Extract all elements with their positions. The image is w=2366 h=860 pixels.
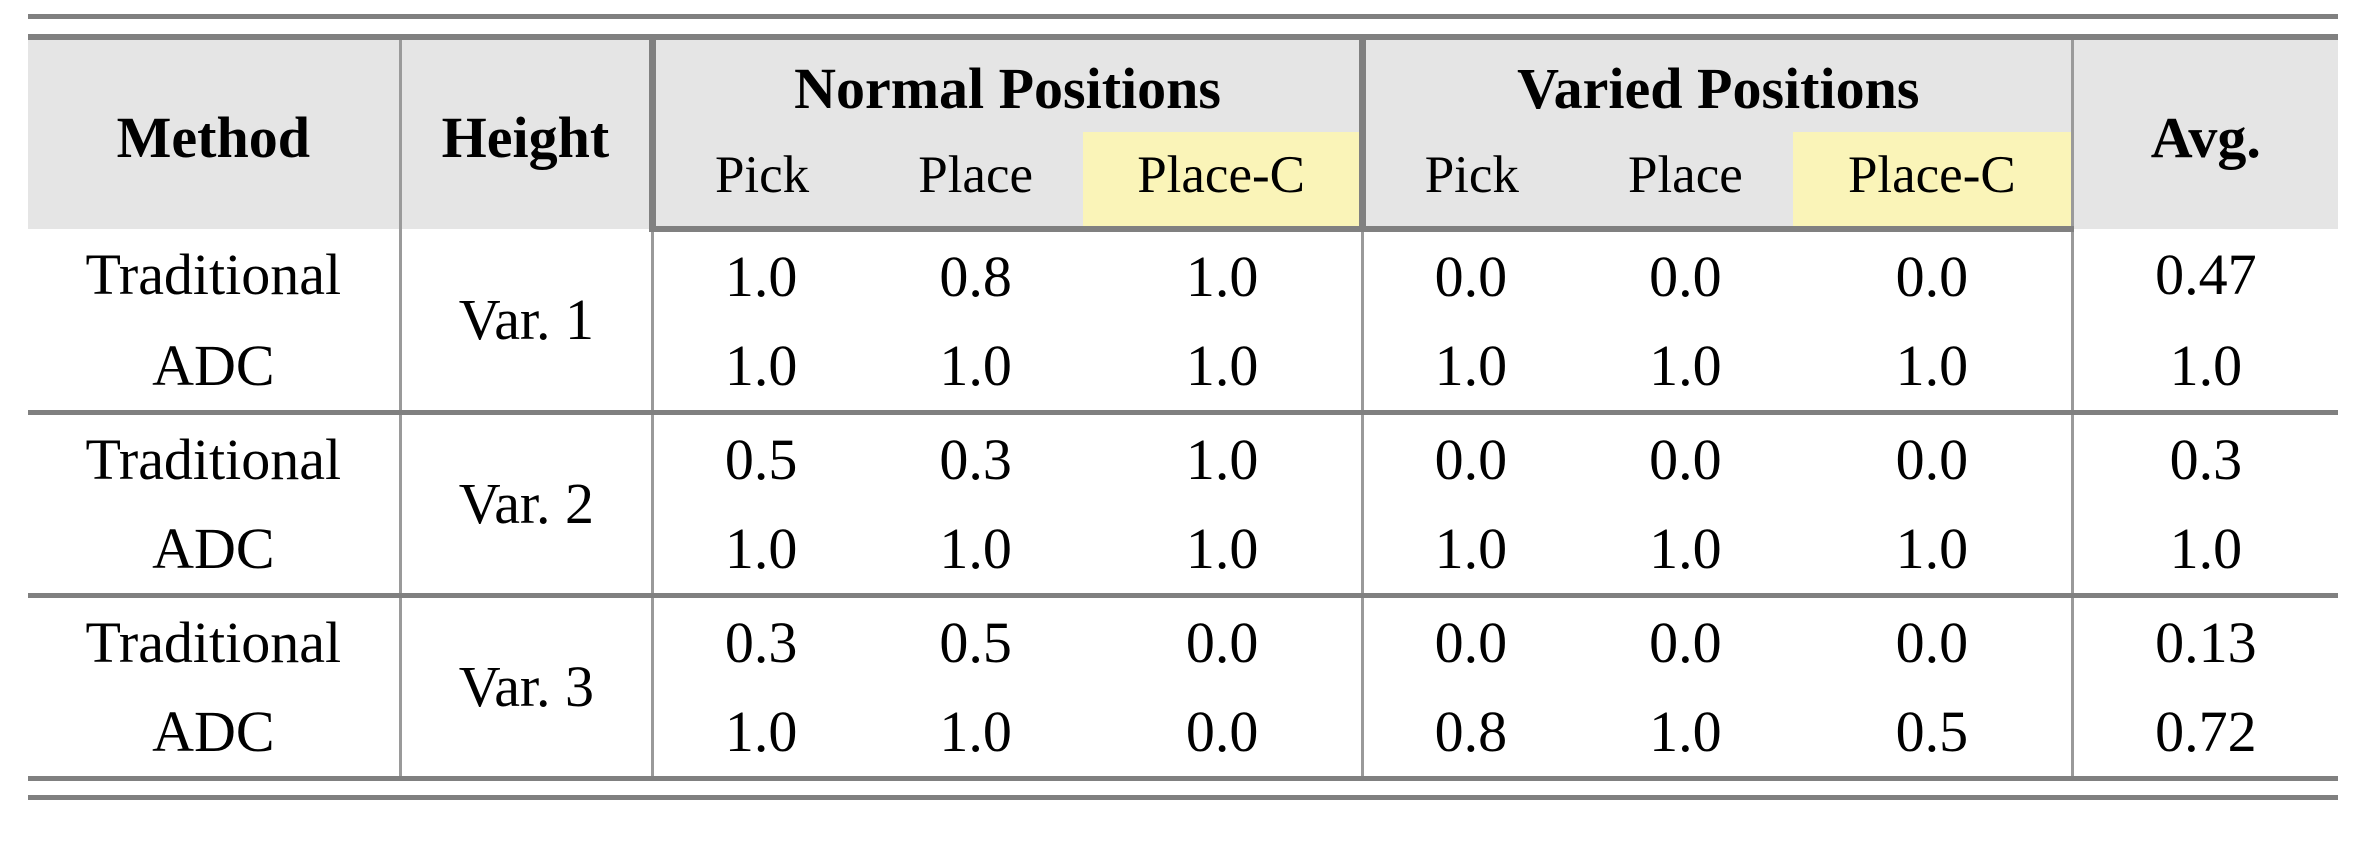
table-body: Traditional Var. 1 1.0 0.8 1.0 0.0 0.0 0…: [28, 229, 2338, 776]
cell-method: Traditional: [28, 229, 402, 321]
cell-method: ADC: [28, 504, 402, 596]
cell-varied-place: 1.0: [1577, 687, 1794, 776]
table-row: Traditional Var. 2 0.5 0.3 1.0 0.0 0.0 0…: [28, 410, 2338, 596]
cell-normal-place-c: 1.0: [1083, 321, 1363, 413]
table-top-rule: [28, 14, 2338, 19]
cell-varied-place: 0.0: [1577, 410, 1794, 504]
cell-varied-place-c: 0.5: [1793, 687, 2073, 776]
table-bottom-rule-outer: [28, 795, 2338, 800]
cell-normal-pick: 1.0: [651, 321, 868, 413]
cell-normal-place-c: 1.0: [1083, 229, 1363, 321]
cell-normal-pick: 1.0: [651, 687, 868, 776]
cell-varied-place: 0.0: [1577, 593, 1794, 687]
column-header-varied-place-c: Place-C: [1793, 132, 2073, 232]
column-group-header-varied-positions: Varied Positions: [1358, 34, 2073, 132]
table-row: ADC 1.0 1.0 0.0 0.8 1.0 0.5 0.72: [28, 687, 2338, 776]
column-header-height: Height: [400, 34, 655, 229]
cell-normal-place-c: 1.0: [1083, 410, 1363, 504]
cell-varied-pick: 0.8: [1360, 687, 1578, 776]
column-header-method: Method: [28, 34, 402, 229]
cell-normal-pick: 1.0: [651, 504, 868, 596]
cell-varied-place: 0.0: [1577, 229, 1794, 321]
cell-avg: 0.47: [2070, 229, 2338, 321]
table-rule-gap-top: [28, 19, 2338, 34]
cell-normal-place-c: 1.0: [1083, 504, 1363, 596]
column-header-varied-pick: Pick: [1358, 132, 1578, 232]
table-row: ADC 1.0 1.0 1.0 1.0 1.0 1.0 1.0: [28, 504, 2338, 596]
cell-varied-place: 1.0: [1577, 321, 1794, 413]
header-row-groups: Method Height Normal Positions Varied Po…: [28, 34, 2338, 229]
table-row: Traditional Var. 1 1.0 0.8 1.0 0.0 0.0 0…: [28, 229, 2338, 413]
cell-normal-place: 0.8: [867, 229, 1084, 321]
cell-avg: 0.13: [2070, 593, 2338, 687]
column-header-normal-place: Place: [867, 132, 1084, 232]
column-header-normal-place-c: Place-C: [1083, 132, 1363, 232]
table-header: Method Height Normal Positions Varied Po…: [28, 34, 2338, 232]
cell-normal-place: 1.0: [867, 504, 1084, 596]
cell-varied-place-c: 1.0: [1793, 321, 2073, 413]
cell-normal-pick: 0.3: [651, 593, 868, 687]
cell-varied-pick: 0.0: [1360, 593, 1578, 687]
cell-normal-place: 1.0: [867, 321, 1084, 413]
cell-normal-pick: 0.5: [651, 410, 868, 504]
cell-varied-pick: 0.0: [1360, 410, 1578, 504]
cell-varied-place-c: 0.0: [1793, 229, 2073, 321]
cell-avg: 1.0: [2070, 321, 2338, 413]
cell-varied-place-c: 1.0: [1793, 504, 2073, 596]
results-table-container: Method Height Normal Positions Varied Po…: [28, 14, 2338, 800]
cell-normal-place: 0.5: [867, 593, 1084, 687]
cell-varied-place: 1.0: [1577, 504, 1794, 596]
cell-avg: 0.72: [2070, 687, 2338, 776]
column-header-avg: Avg.: [2070, 34, 2338, 229]
cell-avg: 0.3: [2070, 410, 2338, 504]
cell-method: Traditional: [28, 593, 402, 687]
cell-height: Var. 1: [400, 229, 655, 413]
table-rule-gap-bottom: [28, 781, 2338, 795]
cell-varied-pick: 1.0: [1360, 321, 1578, 413]
cell-height: Var. 2: [400, 410, 655, 596]
cell-normal-place: 0.3: [867, 410, 1084, 504]
cell-method: ADC: [28, 321, 402, 413]
cell-varied-pick: 0.0: [1360, 229, 1578, 321]
table-row: ADC 1.0 1.0 1.0 1.0 1.0 1.0 1.0: [28, 321, 2338, 413]
cell-height: Var. 3: [400, 593, 655, 776]
cell-normal-place-c: 0.0: [1083, 593, 1363, 687]
results-table: Method Height Normal Positions Varied Po…: [28, 34, 2338, 776]
table-row: Traditional Var. 3 0.3 0.5 0.0 0.0 0.0 0…: [28, 593, 2338, 776]
cell-normal-place: 1.0: [867, 687, 1084, 776]
cell-normal-pick: 1.0: [651, 229, 868, 321]
cell-avg: 1.0: [2070, 504, 2338, 596]
cell-normal-place-c: 0.0: [1083, 687, 1363, 776]
cell-varied-pick: 1.0: [1360, 504, 1578, 596]
column-header-normal-pick: Pick: [649, 132, 868, 232]
cell-varied-place-c: 0.0: [1793, 410, 2073, 504]
cell-method: Traditional: [28, 410, 402, 504]
column-group-header-normal-positions: Normal Positions: [649, 34, 1363, 132]
column-header-varied-place: Place: [1577, 132, 1794, 232]
table-bottom-rule-inner: [28, 776, 2338, 781]
header-row-subcolumns: Pick Place Place-C Pick Place Place-C: [28, 132, 2338, 232]
cell-method: ADC: [28, 687, 402, 776]
cell-varied-place-c: 0.0: [1793, 593, 2073, 687]
